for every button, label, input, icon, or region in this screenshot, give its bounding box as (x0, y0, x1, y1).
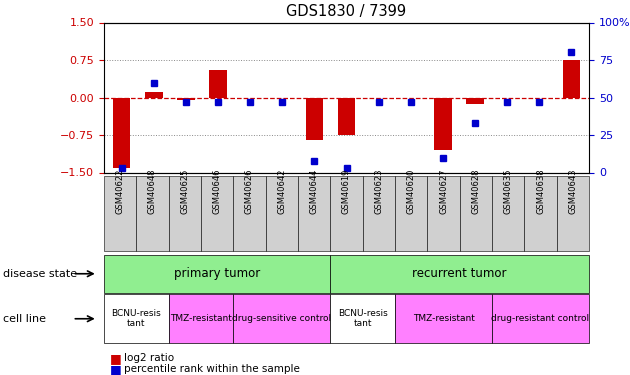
Text: drug-sensitive control: drug-sensitive control (232, 314, 331, 323)
Text: GSM40648: GSM40648 (148, 168, 157, 214)
Bar (466, 98, 484, 104)
Title: GDS1830 / 7399: GDS1830 / 7399 (287, 3, 406, 18)
Text: GSM40625: GSM40625 (180, 168, 189, 214)
Text: GSM40628: GSM40628 (471, 168, 480, 214)
Text: GSM40622: GSM40622 (116, 168, 125, 214)
Bar (338, 98, 355, 135)
Text: cell line: cell line (3, 314, 46, 324)
Text: GSM40635: GSM40635 (504, 168, 513, 214)
Text: recurrent tumor: recurrent tumor (413, 267, 507, 280)
Text: GSM40627: GSM40627 (439, 168, 448, 214)
Text: GSM40619: GSM40619 (342, 168, 351, 214)
Text: log2 ratio: log2 ratio (124, 353, 175, 363)
Text: GSM40626: GSM40626 (245, 168, 254, 214)
Bar (563, 60, 580, 98)
Bar (209, 70, 227, 98)
Bar (113, 98, 130, 168)
Text: GSM40620: GSM40620 (407, 168, 416, 214)
Text: drug-resistant control: drug-resistant control (491, 314, 590, 323)
Text: disease state: disease state (3, 269, 77, 279)
Bar (306, 98, 323, 140)
Bar (177, 98, 195, 99)
Text: GSM40646: GSM40646 (213, 168, 222, 214)
Text: GSM40643: GSM40643 (568, 168, 577, 214)
Text: GSM40644: GSM40644 (310, 168, 319, 214)
Bar (145, 92, 163, 98)
Text: ■: ■ (110, 352, 122, 364)
Text: primary tumor: primary tumor (174, 267, 260, 280)
Text: ■: ■ (110, 363, 122, 375)
Text: percentile rank within the sample: percentile rank within the sample (124, 364, 300, 374)
Bar (434, 98, 452, 150)
Text: BCNU-resis
tant: BCNU-resis tant (112, 309, 161, 328)
Text: BCNU-resis
tant: BCNU-resis tant (338, 309, 387, 328)
Text: GSM40638: GSM40638 (536, 168, 545, 214)
Text: TMZ-resistant: TMZ-resistant (170, 314, 232, 323)
Text: TMZ-resistant: TMZ-resistant (413, 314, 474, 323)
Text: GSM40623: GSM40623 (374, 168, 383, 214)
Text: GSM40642: GSM40642 (277, 168, 286, 214)
